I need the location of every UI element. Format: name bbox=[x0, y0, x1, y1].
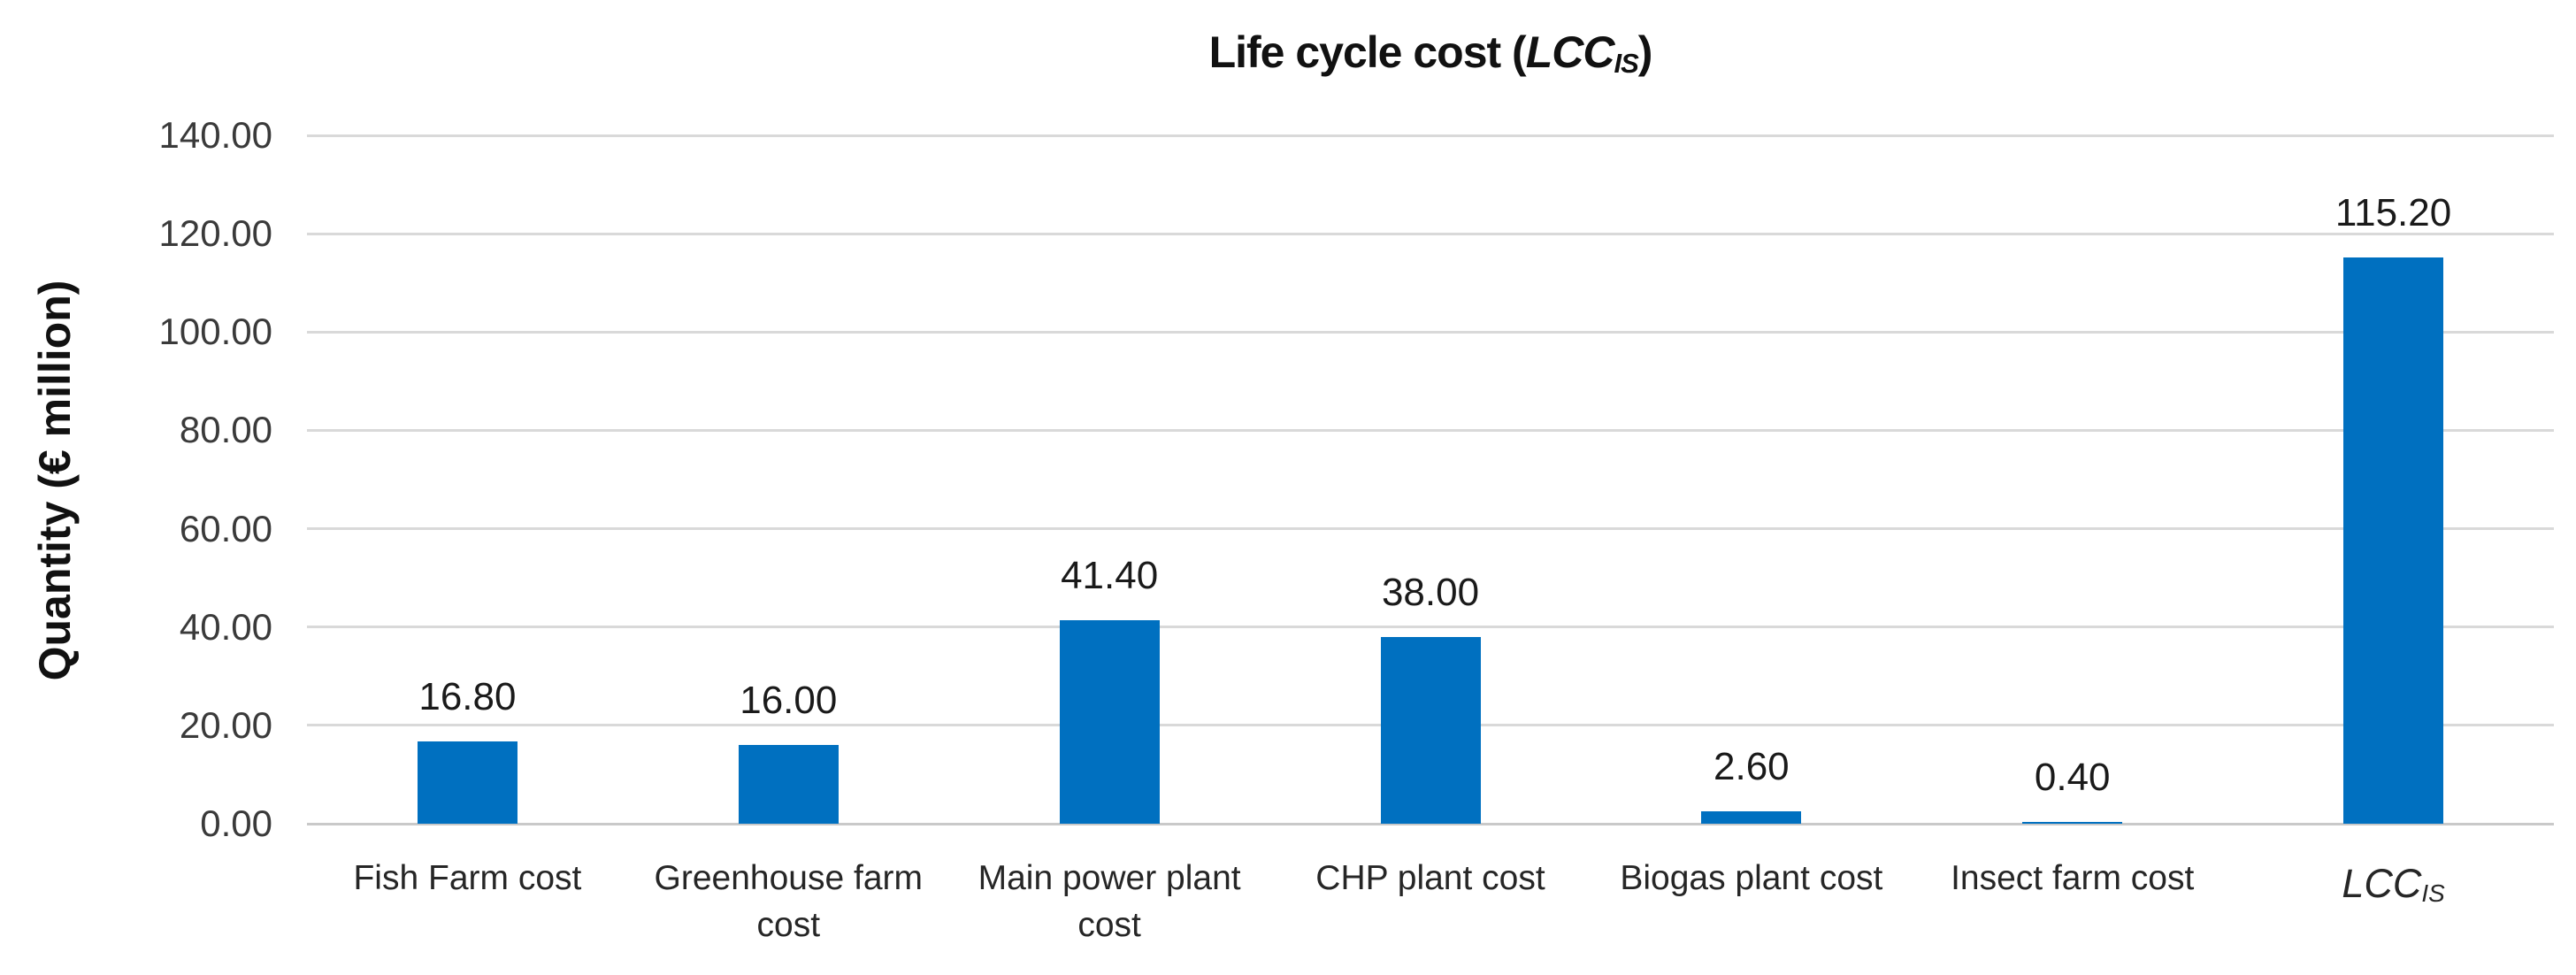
bar-value-label: 16.80 bbox=[418, 674, 517, 718]
gridline bbox=[307, 330, 2554, 334]
y-tick-label: 80.00 bbox=[179, 409, 272, 451]
x-tick-label: Fish Farm cost bbox=[353, 859, 582, 897]
x-tick-label: Greenhouse farm cost bbox=[654, 859, 924, 944]
y-tick-label: 20.00 bbox=[179, 703, 272, 746]
y-tick-label: 140.00 bbox=[158, 114, 272, 156]
gridline bbox=[307, 626, 2554, 629]
gridline bbox=[307, 527, 2554, 531]
y-tick-label: 60.00 bbox=[179, 507, 272, 549]
bar bbox=[738, 745, 839, 824]
x-tick-label: CHP plant cost bbox=[1315, 859, 1545, 897]
bar bbox=[417, 741, 518, 824]
chart-title: Life cycle cost (LCCIS) bbox=[1208, 27, 1653, 79]
chart-title-italic-term: LCCIS bbox=[1525, 27, 1639, 79]
x-axis-line bbox=[307, 822, 2554, 825]
y-tick-label: 120.00 bbox=[158, 212, 272, 255]
bar bbox=[2343, 257, 2444, 824]
gridline bbox=[307, 232, 2554, 235]
x-tick-label: Main power plant cost bbox=[978, 859, 1241, 944]
bar-value-label: 115.20 bbox=[2334, 190, 2452, 234]
y-tick-label: 0.00 bbox=[200, 802, 272, 844]
bar bbox=[1701, 810, 1802, 824]
x-tick-label: Insect farm cost bbox=[1951, 859, 2195, 897]
gridline bbox=[307, 134, 2554, 137]
x-tick-label: LCCIS bbox=[2342, 861, 2445, 908]
bar-value-label: 0.40 bbox=[2034, 755, 2111, 799]
bar-value-label: 2.60 bbox=[1714, 744, 1790, 788]
bar-value-label: 38.00 bbox=[1381, 570, 1480, 614]
gridline bbox=[307, 428, 2554, 432]
bar bbox=[2022, 821, 2123, 824]
bar-value-label: 41.40 bbox=[1061, 553, 1159, 597]
bar-value-label: 16.00 bbox=[740, 679, 838, 723]
bar bbox=[1380, 636, 1481, 824]
bar bbox=[1059, 619, 1160, 824]
x-tick-label: Biogas plant cost bbox=[1620, 859, 1883, 897]
y-tick-label: 100.00 bbox=[158, 311, 272, 353]
y-tick-label: 40.00 bbox=[179, 605, 272, 648]
